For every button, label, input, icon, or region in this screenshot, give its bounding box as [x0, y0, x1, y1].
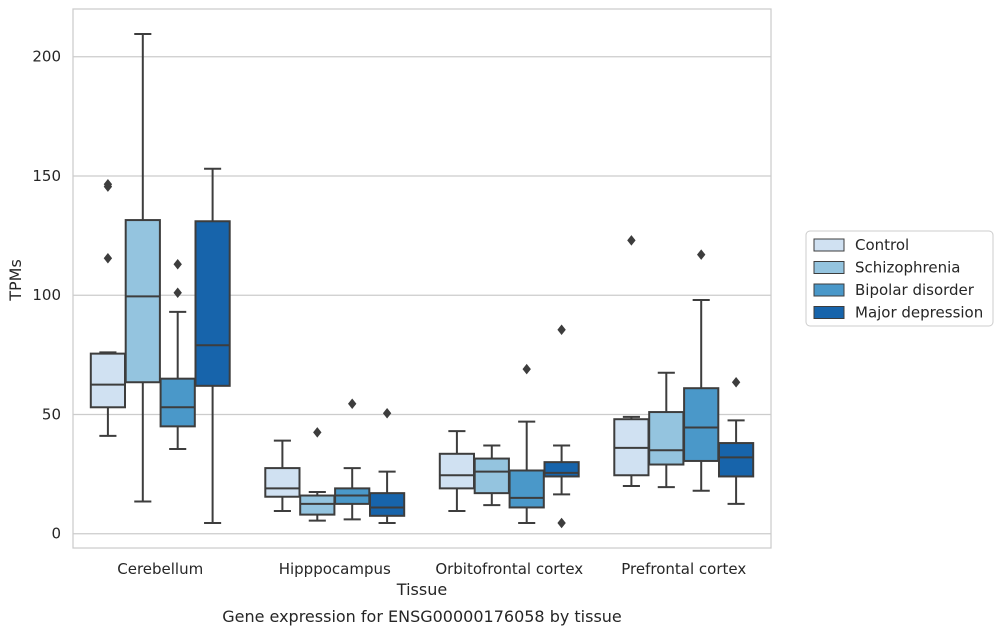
box-control: [438, 430, 476, 513]
box-schizophrenia: [473, 444, 510, 507]
legend-label: Control: [855, 236, 909, 254]
legend-frame: [805, 230, 994, 327]
box-bipolar-disorder: [159, 258, 196, 451]
outlier-point: [697, 249, 706, 260]
y-tick-label: 50: [42, 405, 61, 423]
outlier-point: [382, 408, 392, 419]
outlier-point: [173, 258, 182, 270]
x-tick-label: Prefrontal cortex: [621, 560, 746, 578]
box-iqr: [543, 461, 580, 478]
x-tick-label: Orbitofrontal cortex: [435, 560, 583, 578]
outlier-point: [103, 252, 113, 264]
outlier-point: [348, 398, 357, 409]
y-tick-labels: 0 50 100 150 200: [32, 48, 61, 543]
outlier-point: [557, 517, 566, 529]
outlier-point: [627, 235, 636, 246]
legend-swatch: [813, 238, 845, 252]
box-iqr: [368, 492, 406, 517]
box-iqr: [648, 411, 685, 466]
box-major-depression: [368, 408, 406, 524]
box-iqr: [299, 494, 336, 516]
y-tick-label: 200: [32, 48, 61, 66]
legend-label: Major depression: [855, 304, 983, 322]
box-bipolar-disorder: [334, 398, 371, 521]
box-bipolar-disorder: [683, 249, 720, 492]
outlier-point: [557, 324, 566, 336]
x-tick-label: Hipppocampus: [279, 560, 391, 578]
box-schizophrenia: [124, 33, 161, 503]
y-axis-label: TPMs: [6, 259, 25, 302]
y-tick-label: 0: [51, 525, 61, 543]
box-iqr: [264, 467, 301, 498]
box-iqr: [683, 387, 720, 462]
box-iqr: [717, 442, 755, 478]
box-major-depression: [194, 167, 231, 524]
y-tick-label: 100: [32, 286, 61, 304]
legend-label: Schizophrenia: [855, 259, 960, 277]
box-major-depression: [543, 324, 580, 529]
x-tick-label: Cerebellum: [117, 560, 203, 578]
box-iqr: [194, 220, 231, 387]
box-control: [89, 179, 127, 437]
box-control: [613, 235, 650, 487]
box-iqr: [438, 452, 476, 490]
legend-swatch: [813, 283, 845, 297]
box-schizophrenia: [648, 371, 685, 489]
box-schizophrenia: [299, 427, 336, 522]
box-iqr: [473, 457, 510, 495]
box-major-depression: [717, 376, 755, 505]
outlier-point: [731, 376, 741, 388]
box-bipolar-disorder: [508, 363, 545, 524]
legend-swatch: [813, 306, 845, 319]
plot-frame: [72, 8, 772, 549]
box-iqr: [124, 219, 161, 384]
y-tick-label: 150: [32, 167, 61, 185]
legend-swatch: [813, 261, 845, 274]
x-tick-labels: Cerebellum Hipppocampus Orbitofrontal cort…: [117, 560, 746, 578]
box-iqr: [508, 469, 545, 509]
box-control: [264, 439, 301, 513]
figure-caption: Gene expression for ENSG00000176058 by t…: [222, 607, 622, 626]
outlier-point: [522, 363, 531, 375]
legend-label: Bipolar disorder: [855, 281, 975, 299]
outlier-point: [313, 427, 322, 438]
outlier-point: [103, 179, 113, 190]
legend: Control Schizophrenia Bipolar disorder Majo…: [805, 230, 994, 327]
box-iqr: [159, 377, 196, 428]
x-axis-label: Tissue: [396, 580, 447, 599]
outlier-point: [173, 287, 182, 299]
box-iqr: [89, 352, 127, 409]
box-plot-area: [89, 33, 755, 529]
